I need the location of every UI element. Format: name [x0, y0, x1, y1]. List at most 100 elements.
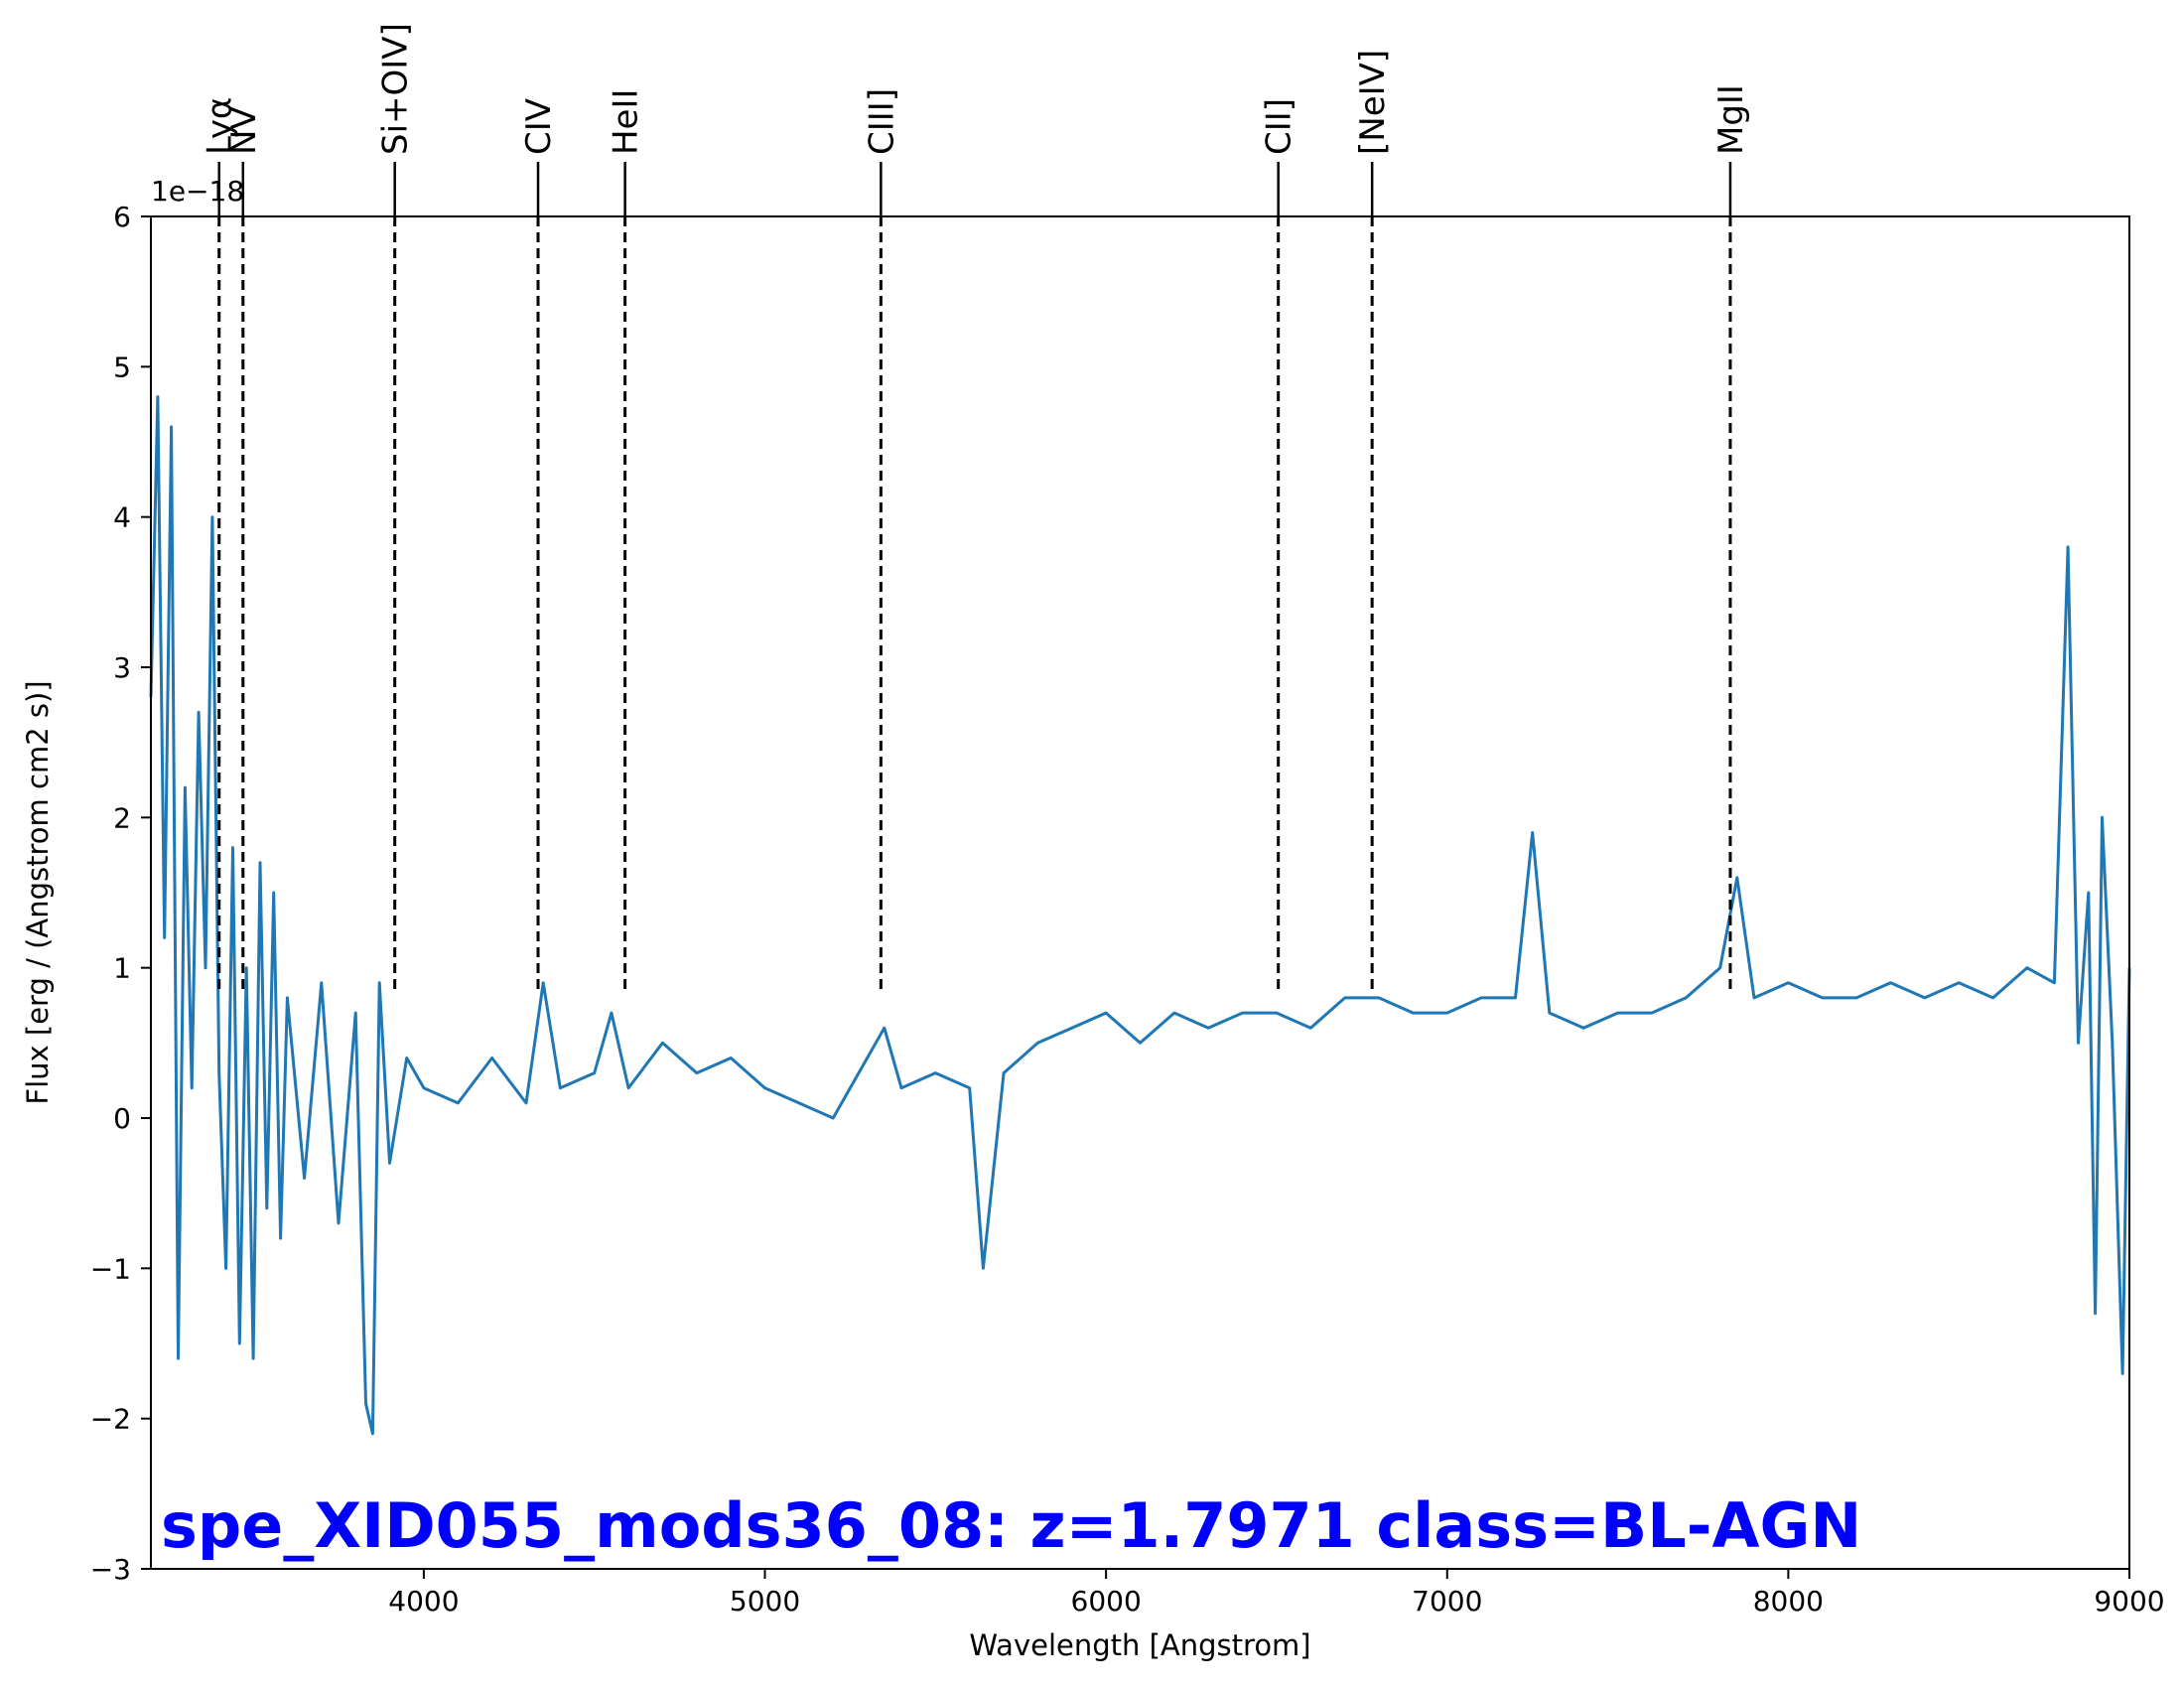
spectrum-point	[170, 426, 173, 428]
spectrum-point	[388, 1162, 391, 1165]
spectrum-point	[1207, 1027, 1209, 1029]
spectrum-point	[2088, 892, 2090, 894]
spectrum-series-layer	[149, 395, 2131, 1436]
y-tick-label: 4	[113, 501, 131, 534]
spectrum-point	[1787, 982, 1790, 984]
spectrum-point	[1958, 982, 1960, 984]
y-tick-label: 0	[113, 1102, 131, 1135]
spectrum-point	[1855, 997, 1857, 999]
spectrum-point	[457, 1102, 460, 1104]
spectrum-point	[238, 1342, 241, 1344]
spectrum-point	[627, 1086, 629, 1089]
spectrum-point	[364, 1402, 367, 1405]
spectrum-point	[661, 1042, 664, 1045]
spectrum-point	[1412, 1012, 1415, 1014]
spectrum-point	[1480, 997, 1482, 999]
x-tick-label: 7000	[1412, 1585, 1482, 1618]
spectrum-point	[1343, 997, 1346, 999]
y-tick-label: −3	[90, 1553, 131, 1586]
spectrum-point	[205, 966, 206, 969]
spectrum-point	[231, 846, 234, 849]
spectrum-point	[191, 1086, 193, 1089]
spectrum-point	[1003, 1071, 1005, 1074]
spectrum-point	[2026, 966, 2028, 969]
spectrum-point	[1173, 1012, 1175, 1014]
spectrum-point	[303, 1177, 306, 1180]
spectrum-point	[1446, 1012, 1448, 1014]
spectrum-point	[1071, 1027, 1073, 1029]
spectrum-point	[211, 515, 213, 518]
spectrum-point	[1991, 997, 1994, 999]
spectrum-point	[900, 1086, 902, 1089]
spectrum-point	[286, 997, 289, 999]
spectrum-point	[252, 1357, 254, 1359]
spectrum-point	[245, 966, 247, 969]
y-tick-label: −2	[90, 1403, 131, 1436]
spectrum-point	[611, 1012, 613, 1014]
spectrum-point	[968, 1086, 971, 1089]
spectrum-point	[354, 1012, 357, 1014]
spectrum-point	[321, 982, 323, 984]
emission-line-label: MgII	[1711, 84, 1751, 155]
spectrum-point	[1309, 1027, 1312, 1029]
spectrum-point	[259, 861, 261, 864]
spectrum-point	[2121, 1372, 2123, 1375]
x-tick-label: 9000	[2094, 1585, 2164, 1618]
spectrum-point	[1276, 1012, 1278, 1014]
spectrum-point	[866, 1056, 869, 1059]
spectrum-point	[405, 1056, 408, 1059]
spectrum-point	[1241, 1012, 1244, 1014]
spectrum-point	[490, 1056, 493, 1059]
y-axis-ticks: −3 −2 −1 0 1 2 3 4 5 6	[90, 201, 151, 1586]
emission-line-label: CIII]	[862, 88, 901, 155]
spectrum-point	[224, 1267, 227, 1270]
emission-line-label: NV	[224, 106, 264, 155]
spectrum-point	[1378, 997, 1380, 999]
plot-frame	[150, 215, 2130, 1570]
spectrum-point	[696, 1071, 698, 1074]
y-tick-label: −1	[90, 1252, 131, 1285]
spectrum-point	[1616, 1012, 1619, 1014]
spectrum-point	[1582, 1027, 1584, 1029]
spectrum-point	[832, 1117, 834, 1119]
spectrum-point	[279, 1237, 282, 1239]
y-tick-label: 6	[113, 201, 131, 233]
y-tick-label: 1	[113, 952, 131, 985]
y-tick-label: 5	[113, 351, 131, 383]
spectrum-point	[1531, 831, 1534, 834]
spectrum-point	[1821, 997, 1824, 999]
spectrum-point	[1718, 966, 1721, 969]
spectrum-point	[1924, 997, 1926, 999]
spectrum-point	[525, 1102, 527, 1104]
spectrum-point	[1651, 1012, 1653, 1014]
spectrum-point	[371, 1433, 374, 1435]
emission-line-label: CIV	[519, 98, 559, 155]
chart-title: spe_XID055_mods36_08: z=1.7971 class=BL-…	[161, 1489, 1861, 1562]
spectrum-point	[163, 936, 166, 939]
emission-line-label: Si+OIV]	[376, 23, 416, 155]
spectrum-point	[2094, 1312, 2097, 1315]
x-tick-label: 8000	[1753, 1585, 1824, 1618]
y-offset-label: 1e−18	[151, 175, 244, 208]
spectrum-point	[559, 1086, 562, 1089]
spectrum-point	[184, 786, 187, 788]
x-axis-label: Wavelength [Angstrom]	[969, 1628, 1310, 1662]
spectrum-point	[798, 1102, 800, 1104]
x-tick-label: 5000	[730, 1585, 800, 1618]
emission-line-label: [NeIV]	[1353, 50, 1393, 155]
y-axis-label: Flux [erg / (Angstrom cm2 s)]	[21, 680, 55, 1104]
spectrum-point	[1736, 877, 1738, 879]
x-axis-ticks: 4000 5000 6000 7000 8000 9000	[388, 1569, 2165, 1618]
spectrum-point	[423, 1086, 425, 1089]
spectrum-point	[593, 1071, 596, 1074]
spectrum-point	[1549, 1012, 1551, 1014]
spectrum-point	[2077, 1042, 2080, 1045]
spectrum-point	[934, 1071, 937, 1074]
emission-line-label: CII]	[1260, 98, 1299, 155]
spectrum-point	[177, 1357, 180, 1359]
spectrum-point	[1889, 982, 1892, 984]
spectrum-point	[157, 395, 159, 398]
spectrum-point	[378, 982, 381, 984]
spectrum-point	[2101, 816, 2104, 819]
